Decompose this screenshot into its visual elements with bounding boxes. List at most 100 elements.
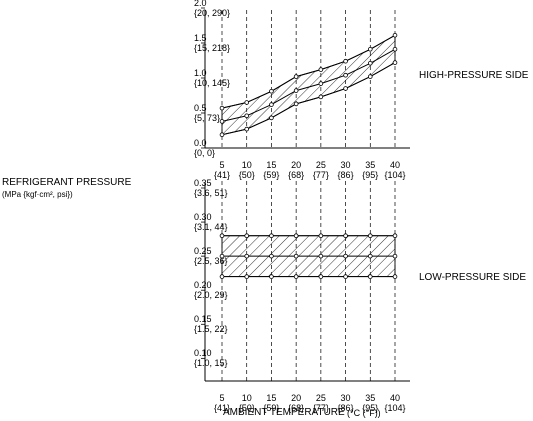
high-y-tick-sublabel-1.0: {10, 145}	[194, 78, 231, 88]
high-upper-point-30	[343, 58, 348, 64]
low-lower-point-35	[367, 274, 373, 279]
low-upper-point-10	[244, 233, 250, 239]
low-upper-point-15	[269, 233, 274, 239]
low-y-tick-label-0.15: 0.15	[194, 314, 212, 325]
low-y-tick-label-0.20: 0.20	[194, 280, 212, 291]
low-upper-point-30	[343, 233, 348, 239]
y-axis-units: (MPa {kgf·cm², psi})	[2, 190, 73, 199]
high-middle-point-5	[219, 119, 225, 124]
low-y-tick-label-0.10: 0.10	[194, 348, 212, 359]
high-middle-point-25	[318, 81, 324, 86]
low-middle-point-15	[269, 253, 274, 259]
low-lower-point-30	[343, 274, 348, 279]
high-pressure-side-label: HIGH-PRESSURE SIDE	[419, 70, 529, 81]
high-lower-point-20	[293, 101, 299, 107]
low-y-tick-sublabel-0.30: {3.1, 44}	[194, 222, 228, 233]
low-y-tick-label-0.30: 0.30	[194, 212, 212, 223]
low-x-tick-sublabel-25: {77}	[312, 403, 329, 413]
high-middle-point-10	[244, 113, 250, 119]
low-y-tick-label-0.35: 0.35	[194, 178, 212, 188]
low-middle-point-35	[367, 253, 373, 259]
low-y-tick-sublabel-0.20: {2.0, 29}	[194, 290, 228, 301]
low-lower-point-40	[392, 274, 398, 279]
low-middle-point-30	[343, 253, 348, 259]
high-x-tick-sublabel-30: {86}	[337, 170, 354, 180]
high-x-tick-sublabel-25: {77}	[312, 170, 329, 180]
high-y-tick-label-2.0: 2.0	[194, 0, 207, 8]
high-y-tick-label-0.0: 0.0	[194, 138, 207, 148]
low-lower-point-5	[219, 274, 225, 279]
high-middle-line	[221, 48, 396, 122]
low-upper-point-35	[367, 233, 373, 239]
low-pressure-side-label: LOW-PRESSURE SIDE	[419, 272, 527, 283]
high-x-tick-label-25: 25	[315, 160, 326, 170]
low-x-tick-sublabel-15: {59}	[263, 403, 280, 413]
high-x-tick-label-20: 20	[291, 160, 302, 170]
high-upper-point-35	[367, 46, 373, 52]
low-x-tick-label-30: 30	[340, 393, 351, 403]
low-y-tick-sublabel-0.35: {3.6, 51}	[194, 188, 228, 198]
high-x-tick-label-40: 40	[389, 160, 400, 170]
high-upper-point-40	[392, 32, 398, 38]
high-middle-point-30	[343, 72, 348, 78]
high-middle-point-20	[293, 88, 299, 93]
high-x-tick-sublabel-20: {68}	[288, 170, 305, 180]
high-x-tick-label-30: 30	[340, 160, 351, 170]
low-x-tick-label-25: 25	[315, 393, 326, 403]
high-x-tick-label-5: 5	[219, 160, 225, 170]
low-lower-point-15	[269, 274, 274, 279]
high-lower-point-5	[219, 132, 225, 138]
high-y-tick-sublabel-2.0: {20, 290}	[194, 8, 231, 18]
low-x-tick-label-35: 35	[365, 393, 376, 403]
high-lower-point-40	[392, 60, 398, 65]
high-y-tick-label-0.5: 0.5	[194, 103, 207, 113]
high-middle-point-40	[392, 46, 398, 52]
low-x-tick-label-5: 5	[219, 393, 225, 403]
x-axis-units: (°C (°F))	[347, 408, 381, 418]
high-upper-point-25	[318, 67, 324, 72]
high-lower-point-10	[244, 126, 250, 132]
low-lower-point-10	[244, 274, 250, 279]
high-lower-point-30	[343, 86, 348, 91]
high-x-tick-sublabel-35: {95}	[362, 170, 379, 180]
high-x-tick-sublabel-15: {59}	[263, 170, 280, 180]
low-middle-point-20	[293, 253, 299, 259]
high-y-tick-label-1.0: 1.0	[194, 68, 207, 78]
high-middle-point-15	[269, 102, 274, 107]
low-lower-point-20	[293, 274, 299, 279]
high-middle-point-35	[367, 60, 373, 66]
low-y-tick-sublabel-0.15: {1.5, 22}	[194, 324, 228, 335]
low-y-tick-sublabel-0.25: {2.5, 36}	[194, 256, 228, 267]
high-lower-point-35	[367, 74, 373, 79]
high-y-tick-label-1.5: 1.5	[194, 33, 207, 43]
high-lower-point-25	[318, 94, 324, 100]
high-y-tick-sublabel-0.5: {5, 73}	[194, 113, 221, 123]
low-upper-point-40	[392, 233, 398, 239]
high-x-tick-label-10: 10	[241, 160, 252, 170]
low-x-tick-sublabel-30: {86}	[337, 403, 354, 413]
low-y-tick-sublabel-0.10: {1.0, 15}	[194, 358, 228, 369]
high-upper-point-5	[219, 105, 225, 111]
low-x-tick-sublabel-20: {68}	[288, 403, 305, 413]
high-y-tick-sublabel-1.5: {15, 218}	[194, 43, 231, 53]
low-x-tick-sublabel-40: {104}	[384, 403, 406, 413]
high-x-tick-sublabel-10: {50}	[238, 170, 255, 180]
high-x-tick-label-15: 15	[266, 160, 277, 170]
high-upper-point-10	[244, 100, 250, 105]
y-axis-title: REFRIGERANT PRESSURE	[2, 177, 132, 188]
high-lower-point-15	[269, 115, 274, 121]
high-upper-line	[221, 34, 396, 109]
low-x-tick-label-40: 40	[389, 393, 400, 403]
low-x-tick-label-10: 10	[241, 393, 252, 403]
high-lower-line	[221, 62, 396, 136]
low-upper-point-25	[318, 233, 324, 239]
low-x-tick-label-20: 20	[291, 393, 302, 403]
low-middle-point-5	[219, 253, 225, 259]
low-x-tick-label-15: 15	[266, 393, 277, 403]
low-x-tick-sublabel-35: {95}	[362, 403, 379, 413]
low-x-tick-sublabel-10: {50}	[238, 403, 255, 413]
low-upper-point-5	[219, 233, 225, 239]
low-upper-point-20	[293, 233, 299, 239]
high-x-tick-sublabel-5: {41}	[213, 170, 231, 180]
